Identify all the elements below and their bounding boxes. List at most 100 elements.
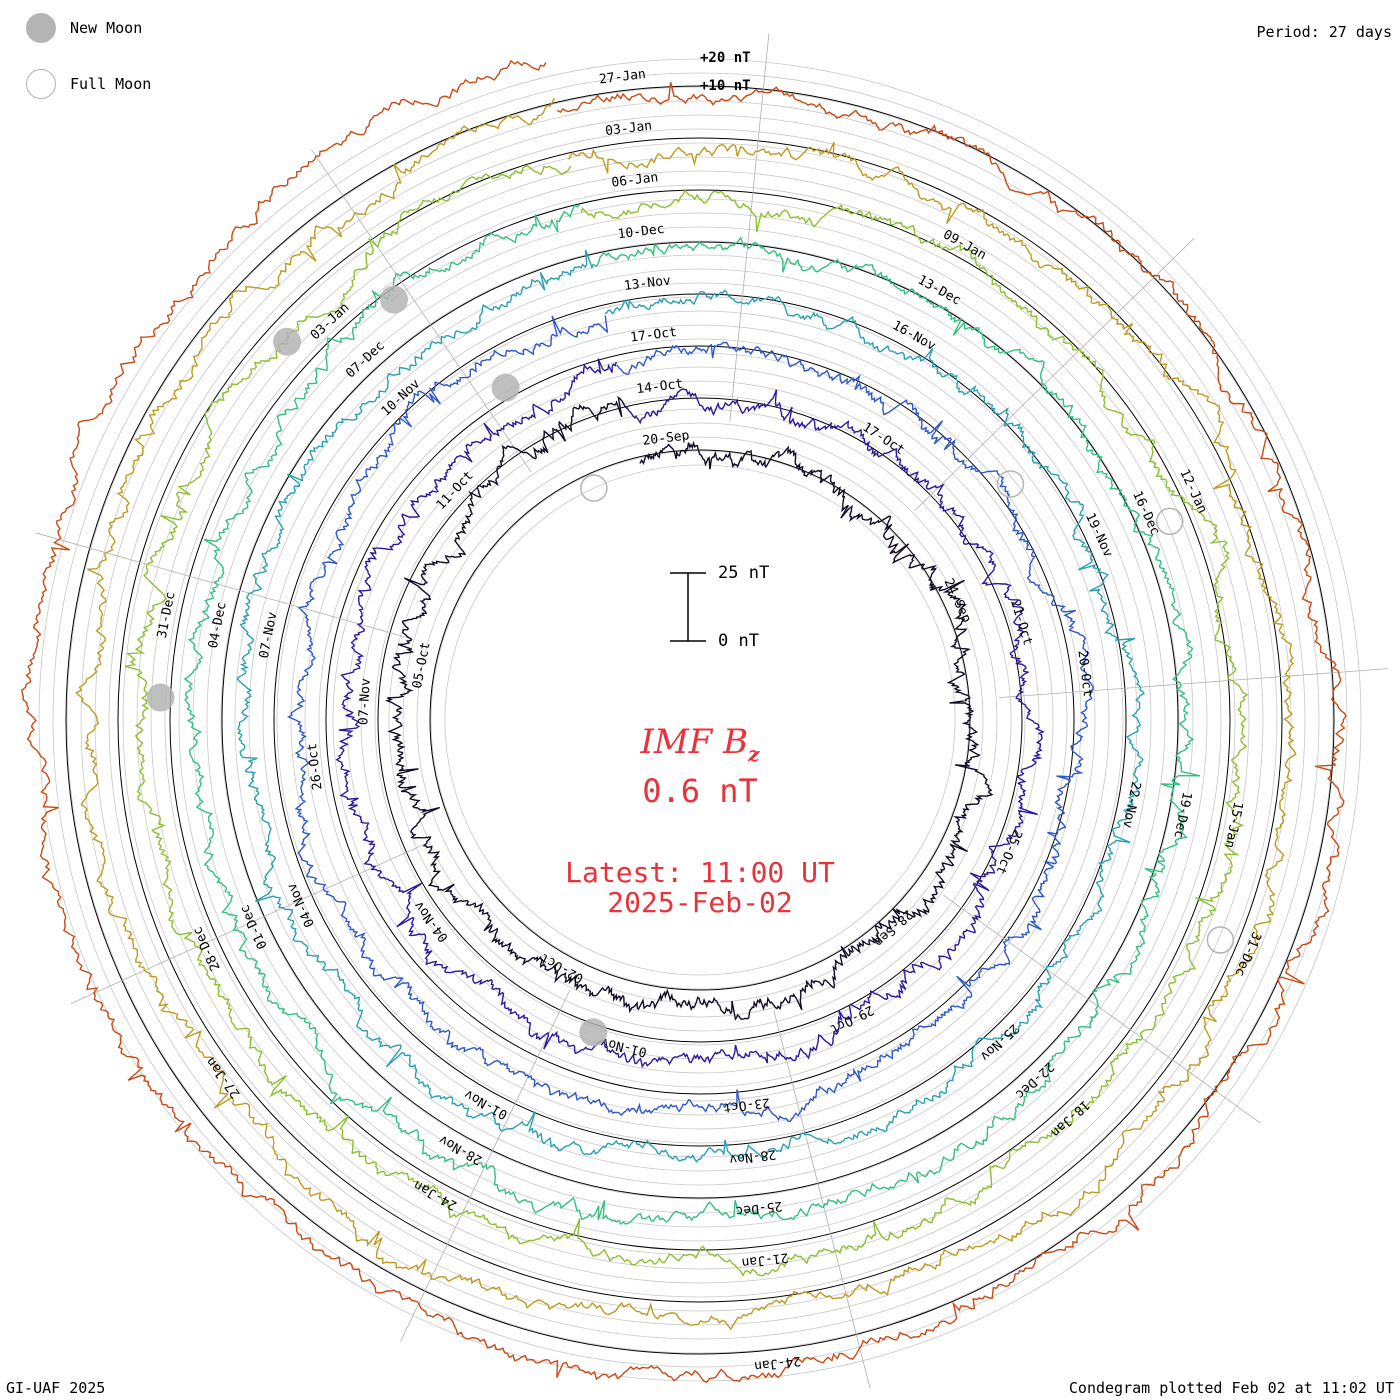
full-moon-marker [1206,926,1235,954]
spoke-line [311,149,532,473]
full-moon-marker [580,474,608,502]
spoke-line [70,842,427,1004]
date-label: 28-Nov [436,1131,484,1167]
grid-ring [262,282,1138,1158]
date-label: 31-Dec [1231,929,1263,978]
scale-bottom-label: 0 nT [718,631,759,651]
grid-ring [122,142,1278,1298]
credit-label: GI-UAF 2025 [6,1379,106,1397]
grid-ring [304,324,1096,1116]
spoke-line [914,238,1195,511]
grid-ring [108,128,1292,1312]
full-moon-icon [26,69,56,99]
grid-ring [164,184,1236,1256]
date-label: 28-Nov [728,1146,777,1167]
ring-grid [38,58,1362,1382]
latest-time-line: Latest: 11:00 UT [565,856,835,889]
grid-ring [290,310,1110,1130]
spoke-line [773,1010,871,1389]
latest-time: Latest: 11:00 UT 2025-Feb-02 [0,858,1400,918]
grid-ring [374,394,1026,1046]
legend-new-moon: New Moon [26,13,142,43]
grid-ring [136,156,1264,1284]
scale-top-label: 25 nT [718,563,770,583]
grid-ring [360,380,1040,1060]
date-label: 28-Dec [190,924,223,973]
grid-ring [80,100,1320,1340]
bz-trace [75,97,1297,1331]
date-label: 20-Oct [1074,649,1095,697]
full-moon-label: Full Moon [70,75,152,93]
grid-ring [248,268,1152,1172]
grid-ring [234,254,1166,1186]
date-label: 21-Jan [741,1249,789,1270]
ring-label-10: +10 nT [700,78,751,94]
grid-ring [388,408,1012,1032]
grid-ring [150,170,1250,1270]
date-label: 03-Jan [308,300,353,343]
new-moon-marker [146,683,175,712]
bz-trace [183,204,1201,1226]
grid-ring [402,422,998,1018]
date-label: 23-Oct [722,1094,770,1115]
new-moon-marker [491,373,520,402]
date-label: 21-Oct [1007,598,1035,647]
bz-trace [20,59,1347,1384]
date-label: 07-Dec [343,338,388,381]
date-label: 18-Jan [1047,1097,1092,1140]
parameter-subscript: z [748,741,760,766]
bz-trace [236,249,1145,1163]
spoke-line [943,894,1261,1124]
grid-ring [318,338,1082,1102]
grid-ring [220,240,1180,1200]
date-label: 14-Oct [636,377,684,398]
current-value: 0.6 nT [642,772,758,810]
grid-ring [444,464,956,976]
grid-ring [94,114,1306,1326]
bz-trace [384,395,994,1021]
date-label: 06-Jan [611,170,659,191]
period-label: Period: 27 days [1256,23,1392,41]
date-label: 20-Sep [642,428,691,449]
date-label: 01-Nov [599,1034,648,1059]
grid-ring [52,72,1348,1368]
date-label: 19-Nov [1082,511,1115,560]
bz-trace [335,358,1045,1069]
new-moon-marker [579,1018,608,1047]
parameter-name: IMF B [640,722,749,762]
zero-ring [117,137,1283,1303]
date-label: 12-Jan [1176,467,1209,516]
grid-ring [332,352,1068,1088]
date-label: 10-Dec [617,222,665,243]
date-label: 04-Dec [206,601,230,650]
scale-bar [670,572,706,642]
date-label: 03-Jan [604,119,652,140]
zero-ring [273,293,1127,1147]
plotted-label: Condegram plotted Feb 02 at 11:02 UT [1068,1379,1394,1397]
grid-ring [276,296,1124,1144]
grid-ring [38,58,1362,1382]
full-moon-marker [1155,507,1184,536]
date-labels: 20-Sep24-Sep28-Sep02-Oct05-Oct14-Oct17-O… [155,67,1264,1373]
date-label: 13-Nov [623,273,672,294]
ring-label-20: +20 nT [700,50,751,66]
moon-markers [146,285,1235,1047]
date-label: 13-Dec [915,273,963,309]
bz-traces [20,59,1347,1384]
new-moon-label: New Moon [70,19,143,37]
date-label: 17-Oct [629,325,677,346]
spoke-line [999,668,1389,699]
date-label: 26-Oct [305,742,326,790]
new-moon-icon [26,13,56,43]
bz-trace [125,165,1249,1277]
spoke-line [35,532,412,640]
date-label: 27-Jan [598,67,646,88]
spoke-line [729,33,770,422]
date-label: 16-Nov [890,318,938,354]
new-moon-marker [379,285,408,314]
date-label: 24-Sep [940,576,973,625]
grid-ring [178,198,1222,1242]
grid-ring [66,86,1334,1354]
date-label: 07-Nov [356,678,374,726]
